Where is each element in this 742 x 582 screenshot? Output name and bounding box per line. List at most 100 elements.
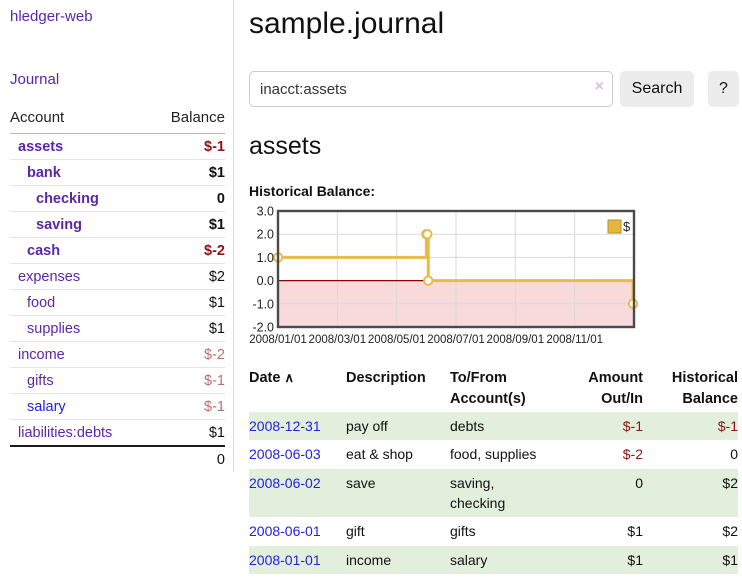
account-heading: assets: [249, 132, 322, 160]
accounts-table: Account Balance assets $-1 bank $1 checking 0…: [10, 106, 225, 472]
y-axis-tick-label: 3.0: [257, 205, 274, 219]
register-table: Date ∧ Description To/From Account(s) Amo…: [249, 366, 738, 574]
account-balance: $-2: [204, 242, 225, 259]
transaction-date-link[interactable]: 2008-01-01: [249, 551, 321, 568]
account-row: gifts $-1: [10, 368, 225, 394]
register-cell-accounts: salary: [450, 551, 488, 568]
account-balance: $-1: [204, 372, 225, 389]
x-axis-tick-label: 2008/03/01: [309, 334, 367, 346]
account-row: cash $-2: [10, 238, 225, 264]
search-box: ×: [249, 71, 613, 107]
account-balance: $1: [208, 216, 225, 233]
account-row: supplies $1: [10, 316, 225, 342]
legend-swatch: [607, 219, 622, 234]
data-point-marker[interactable]: [422, 229, 433, 240]
account-link[interactable]: income: [18, 346, 65, 363]
main-content: sample.journal × Search ? assets Histori…: [234, 0, 742, 574]
sort-asc-icon: ∧: [284, 370, 294, 385]
sidebar-item-journal[interactable]: Journal: [10, 71, 60, 88]
account-link[interactable]: assets: [18, 138, 64, 155]
app-title[interactable]: hledger-web: [10, 8, 93, 25]
register-header-row: Date ∧ Description To/From Account(s) Amo…: [249, 366, 738, 412]
x-axis-tick-label: 2008/09/01: [487, 334, 545, 346]
register-cell-description: gift: [346, 523, 365, 540]
register-cell-date: 2008-06-03: [249, 440, 346, 468]
account-row: salary $-1: [10, 394, 225, 420]
page-title: sample.journal: [249, 7, 445, 40]
account-balance: $-2: [204, 346, 225, 363]
y-axis-tick-label: 2.0: [257, 228, 274, 242]
register-cell-description: eat & shop: [346, 446, 413, 463]
account-row: bank $1: [10, 160, 225, 186]
y-axis-tick-label: -2.0: [252, 321, 274, 335]
register-header-balance: Historical Balance: [671, 370, 738, 408]
account-link[interactable]: salary: [27, 398, 66, 415]
account-balance: $-1: [204, 138, 225, 155]
account-row: checking 0: [10, 186, 225, 212]
register-cell-accounts: saving, checking: [450, 474, 506, 511]
account-link[interactable]: food: [27, 294, 56, 311]
transaction-date-link[interactable]: 2008-06-02: [249, 474, 321, 491]
register-row: 2008-12-31 pay off debts $-1 $-1: [249, 412, 738, 441]
search-row: × Search ?: [249, 71, 739, 107]
register-cell-amount: 0: [635, 474, 643, 491]
account-link[interactable]: liabilities:debts: [18, 424, 113, 441]
search-input[interactable]: [249, 71, 613, 107]
transaction-date-link[interactable]: 2008-06-01: [249, 523, 321, 540]
register-cell-balance: $2: [722, 523, 738, 540]
x-axis-tick-label: 2008/11/01: [546, 334, 603, 346]
register-cell-balance: $-1: [717, 418, 738, 435]
account-balance: $1: [208, 294, 225, 311]
account-link[interactable]: bank: [27, 164, 61, 181]
help-button[interactable]: ?: [708, 71, 739, 107]
register-row: 2008-06-01 gift gifts $1 $2: [249, 517, 738, 545]
register-cell-description: pay off: [346, 418, 388, 435]
register-cell-balance: $1: [722, 551, 738, 568]
register-cell-amount: $-1: [622, 418, 643, 435]
x-axis-tick-label: 2008/01/01: [249, 334, 307, 346]
accounts-header-account: Account: [10, 109, 65, 126]
register-cell-amount: $-2: [622, 446, 643, 463]
data-point-marker[interactable]: [423, 275, 434, 286]
accounts-table-header: Account Balance: [10, 106, 225, 134]
account-link[interactable]: cash: [27, 242, 61, 259]
x-axis-tick-label: 2008/07/01: [427, 334, 485, 346]
x-axis-tick-label: 2008/05/01: [368, 334, 426, 346]
y-axis-tick-label: -1.0: [252, 297, 274, 311]
register-cell-balance: 0: [730, 446, 738, 463]
register-header-date[interactable]: Date ∧: [249, 370, 294, 386]
account-link[interactable]: gifts: [27, 372, 54, 389]
y-axis-tick-label: 0.0: [257, 274, 274, 288]
y-axis-tick-label: 1.0: [257, 251, 274, 265]
register-cell-date: 2008-06-01: [249, 517, 346, 545]
account-balance: $-1: [204, 398, 225, 415]
clear-search-icon[interactable]: ×: [594, 78, 604, 95]
accounts-total-row: 0: [10, 445, 225, 472]
transaction-date-link[interactable]: 2008-12-31: [249, 418, 321, 435]
register-row: 2008-06-02 save saving, checking 0 $2: [249, 468, 738, 518]
register-cell-accounts: gifts: [450, 523, 476, 540]
account-row: saving $1: [10, 212, 225, 238]
register-cell-amount: $1: [627, 523, 643, 540]
account-link[interactable]: saving: [36, 216, 82, 233]
account-link[interactable]: checking: [36, 190, 99, 207]
chart-label: Historical Balance:: [249, 183, 376, 199]
register-cell-accounts: debts: [450, 418, 485, 435]
register-header-amount: Amount Out/In: [588, 370, 643, 408]
accounts-header-balance: Balance: [170, 109, 225, 126]
register-cell-accounts: food, supplies: [450, 446, 537, 463]
search-button[interactable]: Search: [620, 71, 694, 107]
account-row: assets $-1: [10, 134, 225, 160]
register-cell-balance: $2: [722, 474, 738, 491]
account-row: expenses $2: [10, 264, 225, 290]
register-cell-description: income: [346, 551, 392, 568]
account-link[interactable]: supplies: [27, 320, 81, 337]
register-cell-description: save: [346, 474, 376, 491]
account-row: food $1: [10, 290, 225, 316]
transaction-date-link[interactable]: 2008-06-03: [249, 446, 321, 463]
account-link[interactable]: expenses: [18, 268, 81, 285]
register-table-body: 2008-12-31 pay off debts $-1 $-1 2008-06-03 ea…: [249, 412, 738, 574]
account-balance: $2: [208, 268, 225, 285]
